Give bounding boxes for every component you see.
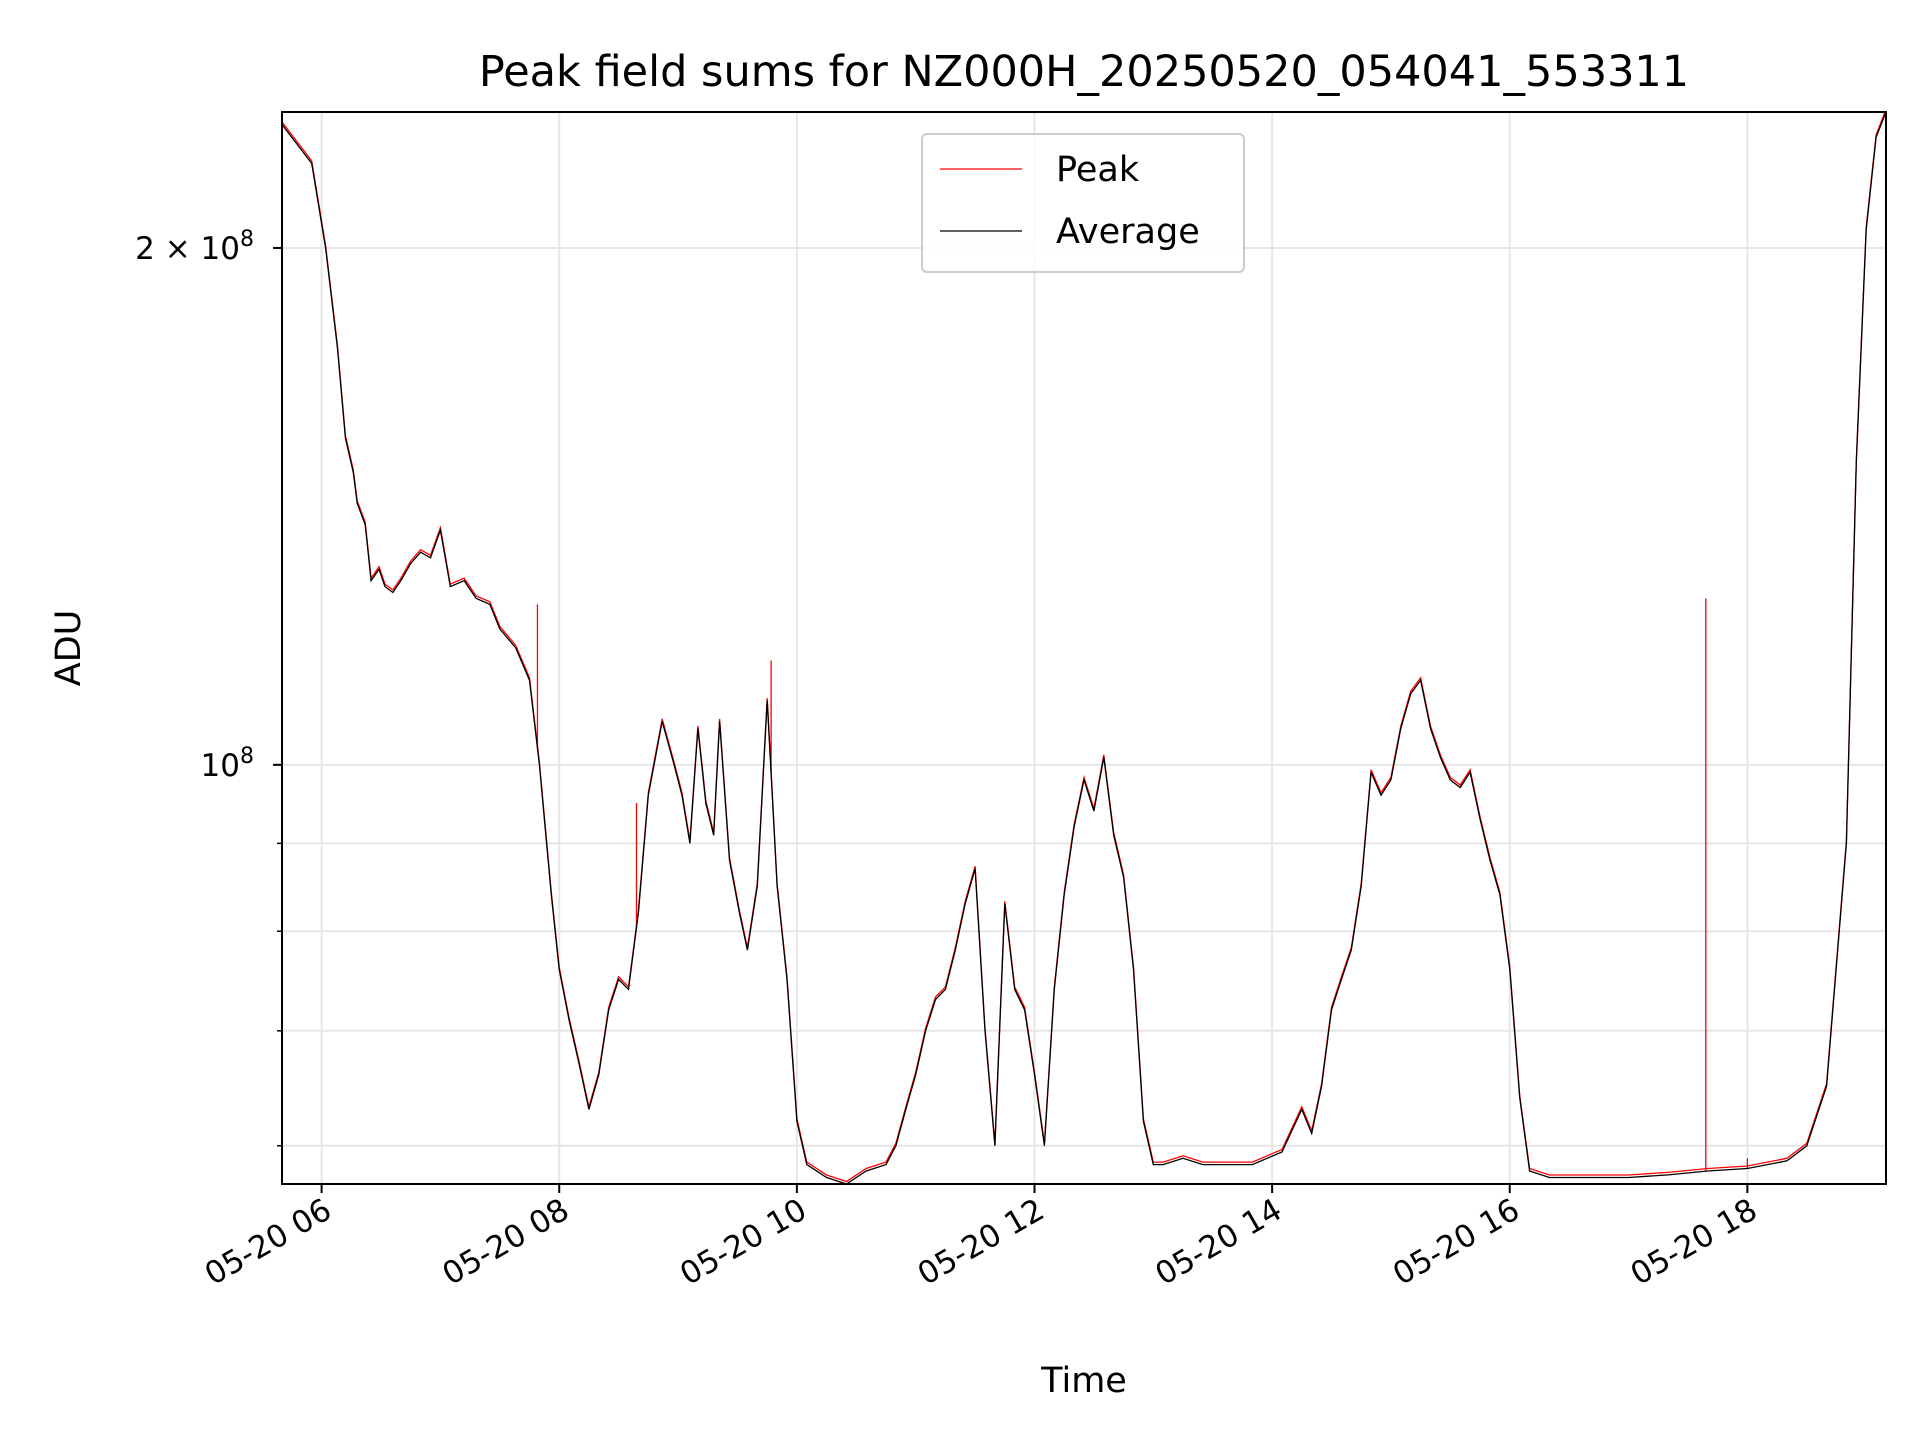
series xyxy=(282,112,1886,1184)
legend-label-average: Average xyxy=(1056,212,1200,252)
x-axis-title: Time xyxy=(1040,1361,1127,1401)
y-tick-label: 108 xyxy=(201,744,254,784)
legend-label-peak: Peak xyxy=(1056,150,1140,190)
legend: Peak Average xyxy=(921,133,1245,273)
average-series-line xyxy=(282,112,1886,1184)
grid xyxy=(282,112,1886,1184)
plot-frame xyxy=(281,111,1887,1185)
y-axis-title: ADU xyxy=(49,610,89,687)
y-tick-label: 2 × 108 xyxy=(135,227,254,267)
chart-title: Peak field sums for NZ000H_20250520_0540… xyxy=(479,47,1689,97)
